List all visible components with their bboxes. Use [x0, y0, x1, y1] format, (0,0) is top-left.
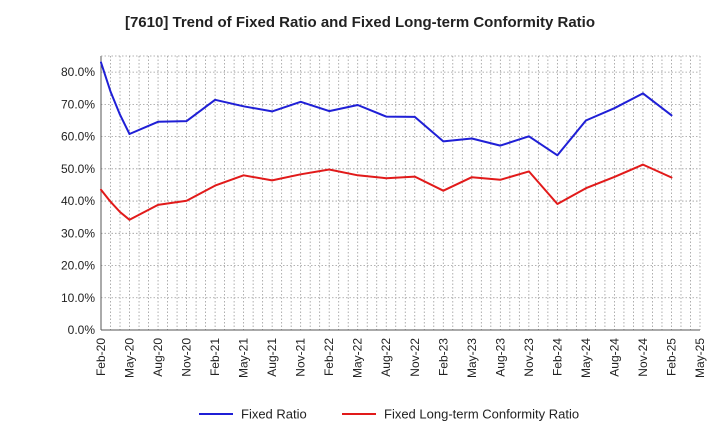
x-tick-label: Feb-21	[208, 338, 222, 376]
legend-label-0: Fixed Ratio	[241, 407, 307, 422]
x-tick-label: May-25	[693, 338, 707, 378]
y-tick-label: 30.0%	[61, 226, 95, 240]
y-tick-label: 60.0%	[61, 130, 95, 144]
x-tick-label: May-22	[351, 338, 365, 378]
x-tick-label: Aug-23	[493, 338, 507, 377]
x-tick-label: May-23	[465, 338, 479, 378]
x-tick-label: Nov-23	[522, 338, 536, 377]
x-tick-label: Aug-21	[265, 338, 279, 377]
series-line-1	[100, 163, 673, 221]
x-tick-label: May-20	[123, 338, 137, 378]
x-tick-label: Feb-22	[322, 338, 336, 376]
y-tick-label: 50.0%	[61, 162, 95, 176]
y-tick-label: 40.0%	[61, 194, 95, 208]
x-tick-label: Nov-22	[408, 338, 422, 377]
x-tick-label: Nov-24	[636, 338, 650, 377]
chart-title: [7610] Trend of Fixed Ratio and Fixed Lo…	[124, 14, 596, 31]
x-tick-label: May-21	[237, 338, 251, 378]
x-tick-label: Nov-21	[294, 338, 308, 377]
y-tick-label: 0.0%	[68, 323, 96, 337]
y-tick-label: 80.0%	[61, 65, 95, 79]
plot-area	[101, 56, 700, 330]
y-tick-label: 10.0%	[61, 291, 95, 305]
x-tick-label: Aug-20	[151, 338, 165, 377]
x-tick-label: Aug-22	[379, 338, 393, 377]
x-tick-label: May-24	[579, 338, 593, 378]
x-tick-label: Aug-24	[607, 338, 621, 377]
legend-label-1: Fixed Long-term Conformity Ratio	[384, 407, 579, 422]
y-tick-label: 20.0%	[61, 259, 95, 273]
x-tick-label: Feb-24	[550, 338, 564, 376]
series-line-0	[100, 61, 673, 157]
x-tick-label: Feb-25	[664, 338, 678, 376]
x-tick-label: Feb-23	[436, 338, 450, 376]
y-tick-label: 70.0%	[61, 97, 95, 111]
x-tick-label: Feb-20	[94, 338, 108, 376]
x-tick-label: Nov-20	[180, 338, 194, 377]
